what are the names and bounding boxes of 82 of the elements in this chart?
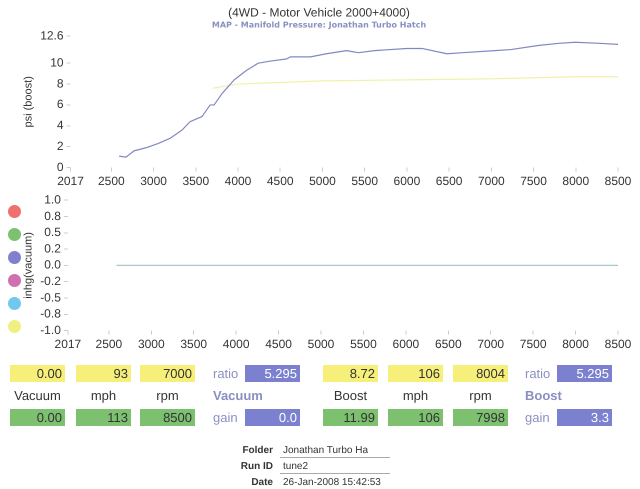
text: ratio: [524, 365, 552, 382]
x-tick-label: 2017: [54, 337, 82, 352]
text: Boost: [332, 387, 368, 404]
text: gain: [524, 409, 551, 426]
x-tick-label: 5000: [308, 337, 335, 352]
text: 93: [76, 365, 131, 382]
y-tick-label: 10: [50, 55, 64, 70]
text: 0.0: [245, 409, 300, 426]
x-tick-label: 2500: [96, 337, 123, 352]
text: Date: [250, 476, 274, 489]
y-tick-label: 0.2: [44, 241, 62, 256]
text: 3.3: [557, 409, 612, 426]
text: 5.295: [557, 365, 612, 382]
x-tick-label: 5500: [350, 337, 378, 352]
text: 113: [76, 409, 131, 426]
x-tick-label: 4000: [224, 174, 252, 188]
text: 8004: [453, 365, 508, 382]
chart-title: (4WD - Motor Vehicle 2000+4000): [228, 6, 410, 20]
text: Vacuum: [212, 387, 264, 404]
y-tick-label: 0.8: [44, 208, 62, 223]
y-tick-label: 0.5: [44, 225, 62, 240]
text: 0.00: [10, 365, 65, 382]
text: gain: [212, 409, 239, 426]
x-tick-label: 3500: [182, 174, 210, 188]
x-tick-label: 3500: [180, 337, 208, 352]
text: Boost: [524, 387, 563, 404]
x-tick-label: 3000: [140, 174, 168, 188]
text: 106: [388, 365, 443, 382]
text: ratio: [212, 365, 240, 382]
text: 5.295: [245, 365, 300, 382]
text: Folder: [241, 444, 274, 458]
x-tick-label: 6500: [436, 174, 463, 188]
y-tick-label: -1.0: [40, 322, 62, 337]
x-tick-label: 6000: [394, 174, 421, 188]
x-tick-label: 6500: [434, 337, 462, 352]
text: 7000: [140, 365, 195, 382]
x-tick-label: 8500: [604, 337, 632, 352]
text: 0.00: [10, 409, 65, 426]
x-tick-label: 6000: [392, 337, 420, 352]
y-tick-label: -0.5: [40, 290, 62, 304]
text: Jonathan Turbo Ha: [280, 444, 390, 458]
y-tick-label: 0.0: [44, 258, 62, 272]
text: 26-Jan-2008 15:42:53: [280, 476, 390, 489]
y-tick-label: -0.8: [40, 306, 62, 321]
text: mph: [90, 387, 118, 404]
x-tick-label: 2500: [98, 174, 126, 188]
x-tick-label: 7500: [520, 337, 547, 352]
y-tick-label: 4: [56, 118, 64, 132]
text: rpm: [468, 387, 493, 404]
text: tune2: [280, 460, 390, 474]
y-tick-label: -0.2: [40, 274, 62, 288]
y-tick-label: 2: [56, 139, 64, 154]
x-tick-label: 7000: [478, 174, 506, 188]
x-tick-label: 3000: [138, 337, 165, 352]
text: 8.72: [323, 365, 378, 382]
x-tick-label: 8000: [562, 337, 590, 352]
x-tick-label: 5000: [309, 174, 336, 188]
text: rpm: [155, 387, 180, 404]
x-tick-label: 4000: [222, 337, 250, 352]
text: Run ID: [240, 460, 274, 474]
x-tick-label: 4500: [266, 174, 294, 188]
y-tick-label: 8: [56, 76, 64, 90]
y-tick-label: 1.0: [44, 192, 62, 207]
x-tick-label: 8500: [604, 174, 632, 188]
text: 11.99: [323, 409, 378, 426]
y-tick-label: 0: [56, 160, 64, 174]
y-axis-title: inhg(vacuum): [22, 232, 35, 299]
x-tick-label: 2017: [57, 174, 84, 188]
y-axis-title: psi (boost): [22, 76, 35, 128]
text: Vacuum: [13, 387, 62, 404]
y-tick-label: 6: [56, 97, 64, 112]
x-tick-label: 4500: [265, 337, 292, 352]
text: mph: [402, 387, 430, 404]
y-tick-label: 12.6: [40, 28, 64, 42]
x-tick-label: 7500: [520, 174, 548, 188]
x-tick-label: 8000: [562, 174, 590, 188]
text: 7998: [453, 409, 508, 426]
text: 106: [388, 409, 443, 426]
chart-subtitle: MAP - Manifold Pressure: Jonathan Turbo Hatch: [212, 20, 426, 30]
x-tick-label: 7000: [477, 337, 504, 352]
text: 8500: [140, 409, 195, 426]
x-tick-label: 5500: [351, 174, 378, 188]
